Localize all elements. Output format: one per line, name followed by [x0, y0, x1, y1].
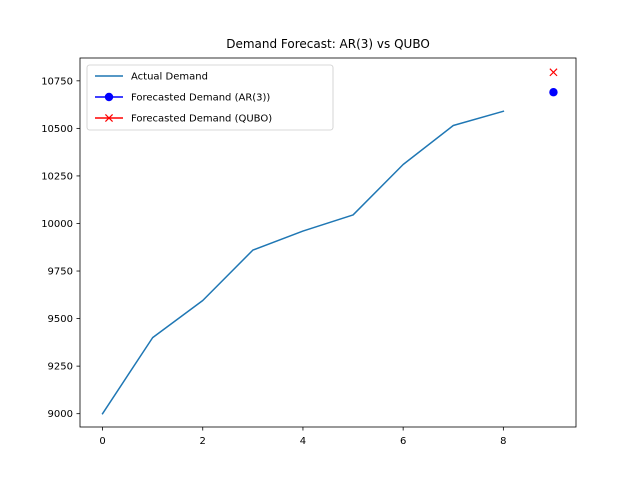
y-tick-label: 9750	[48, 267, 73, 278]
plot-frame	[79, 57, 577, 428]
qubo-forecast-point	[549, 68, 558, 77]
y-tick-label: 10500	[41, 124, 73, 135]
legend-box	[86, 64, 334, 131]
x-tick-label: 6	[400, 436, 406, 447]
legend-entry: Actual Demand	[95, 72, 208, 83]
legend-entry: Forecasted Demand (QUBO)	[95, 114, 272, 125]
legend-label: Forecasted Demand (AR(3))	[131, 93, 270, 104]
y-tick-label: 10750	[41, 76, 73, 87]
legend: Actual Demand Forecasted Demand (AR(3)) Fo…	[86, 64, 334, 131]
legend-swatch-marker	[104, 113, 114, 123]
legend-label: Actual Demand	[131, 72, 208, 83]
y-tick-label: 9000	[48, 409, 73, 420]
legend-label: Forecasted Demand (QUBO)	[131, 114, 272, 125]
x-tick-label: 4	[300, 436, 306, 447]
y-tick-label: 9500	[48, 314, 73, 325]
legend-swatch-marker	[104, 92, 114, 102]
qubo-marker-stroke	[549, 68, 558, 77]
axes-layer: 0 2 4 6 8 9000 9250 9500 9750 10000 10250 10500 1075…	[41, 76, 506, 447]
legend-entry: Forecasted Demand (AR(3))	[95, 93, 270, 104]
y-tick-label: 10000	[41, 219, 73, 230]
chart-title: Demand Forecast: AR(3) vs QUBO	[226, 37, 430, 51]
ar3-forecast-point	[549, 88, 558, 97]
x-tick-label: 2	[200, 436, 206, 447]
x-tick-label: 0	[99, 436, 105, 447]
actual-demand-line	[101, 110, 505, 415]
y-tick-label: 10250	[41, 171, 73, 182]
y-tick-label: 9250	[48, 362, 73, 373]
x-tick-label: 8	[500, 436, 506, 447]
marks-layer	[101, 68, 558, 415]
